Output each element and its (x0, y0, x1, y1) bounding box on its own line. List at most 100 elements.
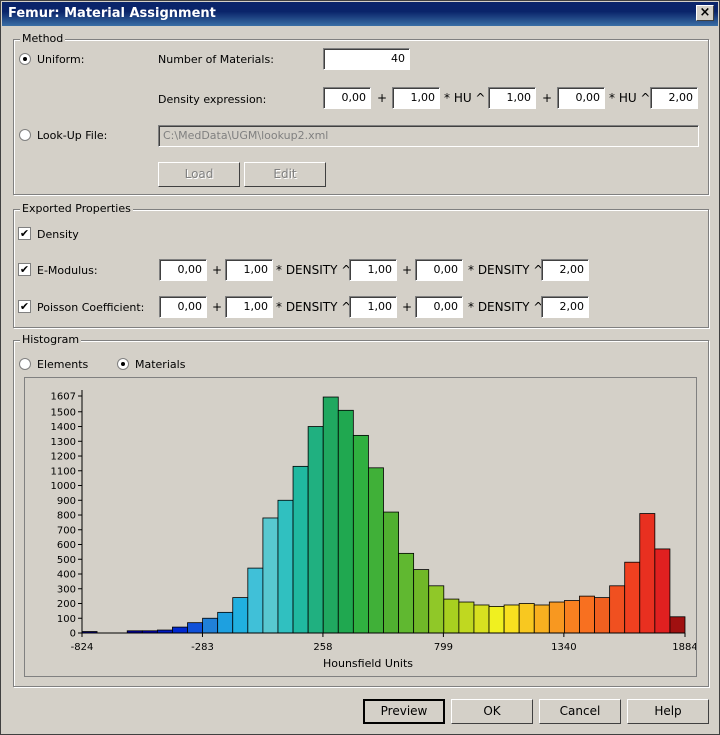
histogram-bar (292, 465, 309, 634)
histogram-bar (654, 548, 671, 634)
histogram-bar (428, 585, 445, 634)
histogram-bar (579, 595, 595, 634)
y-tick-label: 100 (57, 614, 76, 625)
window-title: Femur: Material Assignment (8, 6, 216, 21)
histogram-bar (518, 603, 535, 634)
histogram-bar (458, 601, 475, 634)
preview-button[interactable]: Preview (363, 699, 445, 724)
density-expr-c-input[interactable]: 1,00 (488, 87, 536, 109)
poisson-e-input[interactable]: 2,00 (541, 296, 589, 318)
x-tick-label: 1340 (551, 642, 576, 653)
histogram-bar (413, 569, 430, 634)
y-tick-label: 1200 (51, 452, 76, 463)
plus-sign: + (212, 300, 223, 314)
y-tick-label: 1500 (51, 407, 76, 418)
x-tick-label: -824 (71, 642, 94, 653)
y-tick-label: 0 (70, 629, 76, 640)
y-tick-label: 1100 (51, 466, 76, 477)
x-tick-label: 1884 (672, 642, 696, 653)
histogram-bar (262, 517, 279, 634)
y-tick-label: 1000 (51, 481, 76, 492)
poisson-checkbox[interactable]: ✔ (18, 300, 31, 313)
uniform-radio[interactable] (19, 53, 31, 65)
histogram-bar (337, 409, 354, 634)
histogram-bar (669, 616, 686, 634)
exported-properties-group: Exported Properties (13, 202, 709, 328)
help-button[interactable]: Help (627, 699, 709, 724)
title-bar[interactable]: Femur: Material Assignment × (2, 2, 718, 26)
hu-power-label: * HU ^ (609, 91, 651, 105)
cancel-button[interactable]: Cancel (539, 699, 621, 724)
density-expr-a-input[interactable]: 0,00 (323, 87, 371, 109)
poisson-b-input[interactable]: 1,00 (225, 296, 273, 318)
histogram-bar (307, 426, 324, 634)
edit-button[interactable]: Edit (244, 162, 326, 187)
histogram-bar (322, 396, 339, 634)
y-tick-label: 300 (57, 584, 76, 595)
emodulus-c-input[interactable]: 1,00 (349, 259, 397, 281)
emodulus-label: E-Modulus: (37, 264, 98, 277)
emodulus-d-input[interactable]: 0,00 (415, 259, 463, 281)
poisson-c-input[interactable]: 1,00 (349, 296, 397, 318)
load-button[interactable]: Load (158, 162, 240, 187)
lookup-file-radio[interactable] (19, 129, 31, 141)
lookup-file-path-input[interactable]: C:\MedData\UGM\lookup2.xml (158, 125, 699, 147)
emodulus-a-input[interactable]: 0,00 (159, 259, 207, 281)
elements-radio[interactable] (19, 358, 31, 370)
y-tick-label: 500 (57, 555, 76, 566)
materials-radio[interactable] (117, 358, 129, 370)
materials-label: Materials (135, 358, 186, 371)
histogram-bar (398, 552, 415, 634)
poisson-d-input[interactable]: 0,00 (415, 296, 463, 318)
plus-sign: + (542, 91, 553, 105)
poisson-label: Poisson Coefficient: (37, 301, 145, 314)
histogram-bar (217, 611, 234, 634)
y-tick-label: 1607 (51, 392, 76, 403)
emodulus-b-input[interactable]: 1,00 (225, 259, 273, 281)
plus-sign: + (377, 91, 388, 105)
density-expression-label: Density expression: (158, 93, 267, 106)
density-label: Density (37, 228, 79, 241)
density-power-label: * DENSITY ^ (468, 263, 544, 277)
histogram-bar (172, 626, 188, 634)
x-tick-label: 799 (434, 642, 453, 653)
histogram-bar (594, 597, 611, 634)
y-tick-label: 1400 (51, 422, 76, 433)
num-materials-input[interactable]: 40 (323, 48, 410, 70)
density-expr-d-input[interactable]: 0,00 (557, 87, 605, 109)
histogram-bar (202, 617, 219, 634)
x-tick-label: -283 (191, 642, 214, 653)
y-tick-label: 400 (57, 570, 76, 581)
histogram-bar (639, 513, 656, 634)
histogram-bar (488, 606, 505, 634)
num-materials-label: Number of Materials: (158, 53, 274, 66)
method-group-title: Method (20, 32, 66, 45)
poisson-a-input[interactable]: 0,00 (159, 296, 207, 318)
ok-button[interactable]: OK (451, 699, 533, 724)
density-expr-e-input[interactable]: 2,00 (650, 87, 698, 109)
histogram-bar (187, 622, 203, 634)
emodulus-e-input[interactable]: 2,00 (541, 259, 589, 281)
emodulus-checkbox[interactable]: ✔ (18, 263, 31, 276)
y-tick-label: 1300 (51, 437, 76, 448)
histogram-bar (564, 600, 580, 634)
histogram-bar (232, 597, 249, 634)
elements-label: Elements (37, 358, 89, 371)
y-tick-label: 200 (57, 599, 76, 610)
hu-power-label: * HU ^ (444, 91, 486, 105)
exported-properties-title: Exported Properties (20, 202, 133, 215)
method-group: Method (13, 32, 709, 195)
histogram-bar (609, 585, 626, 634)
histogram-group: Histogram (13, 333, 709, 687)
plus-sign: + (402, 300, 413, 314)
y-tick-label: 600 (57, 540, 76, 551)
density-checkbox[interactable]: ✔ (18, 227, 31, 240)
density-power-label: * DENSITY ^ (276, 263, 352, 277)
close-icon[interactable]: × (696, 5, 714, 21)
histogram-bar (368, 467, 384, 634)
histogram-bar (533, 604, 550, 634)
density-expr-b-input[interactable]: 1,00 (392, 87, 440, 109)
y-tick-label: 700 (57, 525, 76, 536)
plus-sign: + (402, 263, 413, 277)
